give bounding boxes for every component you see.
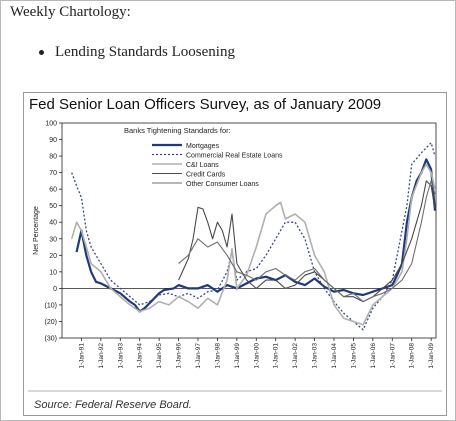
- x-tick-label: 1-Jan-06: [370, 343, 377, 369]
- plot-area: [61, 122, 437, 339]
- x-tick-label: 1-Jan-91: [78, 343, 85, 369]
- x-tick-label: 1-Jan-93: [117, 343, 124, 369]
- y-tick-label: 90: [49, 137, 57, 144]
- bullet-dot-icon: [39, 50, 44, 55]
- chart-container: Fed Senior Loan Officers Survey, as of J…: [23, 92, 447, 416]
- x-tick-label: 1-Jan-96: [176, 343, 183, 369]
- legend-bg: [150, 160, 290, 169]
- x-tick-label: 1-Jan-00: [253, 343, 260, 369]
- x-tick-label: 1-Jan-01: [273, 343, 280, 369]
- y-tick-label: 50: [49, 203, 57, 210]
- legend-bg: [150, 141, 290, 150]
- chart-source: Source: Federal Reserve Board.: [34, 399, 192, 411]
- x-tick-label: 1-Jan-05: [350, 343, 357, 369]
- legend-label: Credit Cards: [186, 172, 226, 179]
- legend-label: Commercial Real Estate Loans: [186, 153, 283, 160]
- series-line: [178, 180, 436, 303]
- x-tick-label: 1-Jan-95: [156, 343, 163, 369]
- chart-svg: 1009080706050403020100(10)(20)(30)1-Jan-…: [28, 121, 442, 392]
- y-tick-label: (20): [45, 319, 57, 326]
- y-tick-label: 80: [49, 154, 57, 161]
- x-tick-label: 1-Jan-08: [409, 343, 416, 369]
- y-tick-label: 70: [49, 170, 57, 177]
- y-tick-label: 30: [49, 236, 57, 243]
- x-tick-label: 1-Jan-92: [98, 343, 105, 369]
- legend-bg: [150, 150, 290, 159]
- bullet-item: Lending Standards Loosening: [39, 44, 235, 61]
- legend-title: Banks Tightening Standards for:: [124, 126, 231, 135]
- legend-label: Other Consumer Loans: [186, 181, 259, 188]
- y-tick-label: 40: [49, 220, 57, 227]
- x-tick-label: 1-Jan-02: [292, 343, 299, 369]
- x-tick-label: 1-Jan-03: [312, 343, 319, 369]
- bullet-text: Lending Standards Loosening: [55, 44, 235, 60]
- series-line: [75, 158, 437, 313]
- legend-label: C&I Loans: [186, 162, 219, 169]
- series-line: [71, 142, 436, 331]
- y-tick-label: 10: [49, 269, 57, 276]
- y-tick-label: 20: [49, 253, 57, 260]
- y-tick-label: (10): [45, 302, 57, 309]
- x-tick-label: 1-Jan-98: [214, 343, 221, 369]
- y-tick-label: 0: [53, 286, 57, 293]
- y-tick-label: 100: [45, 121, 57, 128]
- legend-bg: [150, 169, 290, 178]
- x-tick-label: 1-Jan-04: [331, 343, 338, 369]
- x-tick-label: 1-Jan-94: [137, 343, 144, 369]
- chart-title: Fed Senior Loan Officers Survey, as of J…: [29, 96, 382, 113]
- x-tick-label: 1-Jan-97: [195, 343, 202, 369]
- series-line: [178, 180, 436, 303]
- legend-bg: [150, 179, 290, 188]
- y-axis-label: Net Percentage: [33, 206, 40, 255]
- legend-label: Mortgages: [186, 143, 220, 150]
- y-tick-label: (30): [45, 336, 57, 343]
- x-tick-label: 1-Jan-99: [234, 343, 241, 369]
- x-tick-label: 1-Jan-09: [428, 343, 435, 369]
- page-heading: Weekly Chartology:: [10, 4, 131, 20]
- series-line: [70, 163, 436, 326]
- y-tick-label: 60: [49, 187, 57, 194]
- x-tick-label: 1-Jan-07: [389, 343, 396, 369]
